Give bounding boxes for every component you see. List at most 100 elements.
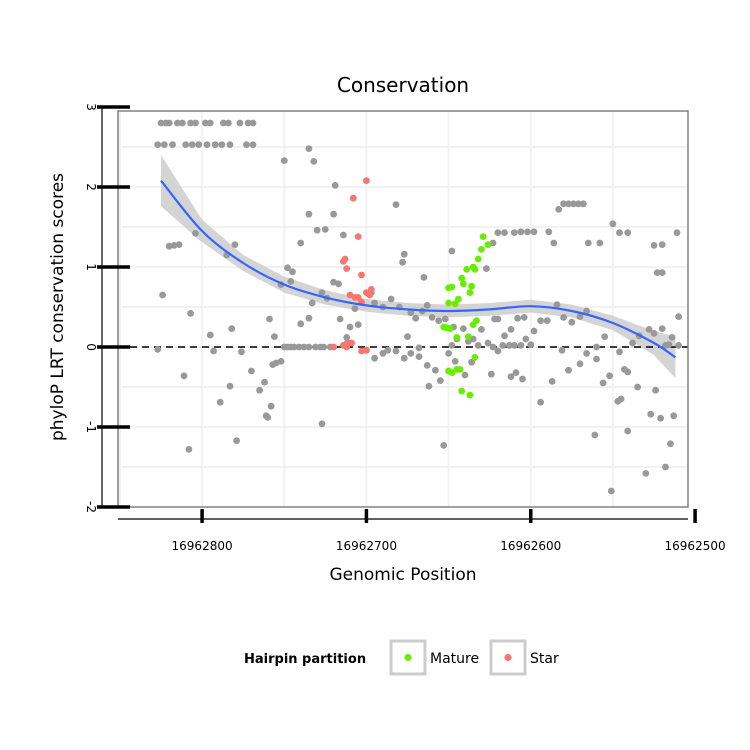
data-point-other — [187, 310, 195, 317]
data-point-other — [642, 470, 650, 477]
data-point-other — [537, 317, 544, 324]
data-point-other — [653, 269, 661, 276]
data-point-other — [264, 414, 272, 421]
data-point-other — [440, 442, 448, 449]
data-point-other — [160, 141, 168, 149]
data-point-other — [216, 398, 224, 406]
data-point-mature — [458, 387, 466, 395]
data-point-other — [310, 158, 318, 165]
data-point-other — [634, 383, 641, 391]
data-point-other — [343, 334, 351, 341]
data-point-mature — [479, 233, 487, 241]
data-point-other — [675, 313, 682, 320]
data-point-other — [407, 309, 415, 316]
data-point-other — [510, 342, 518, 349]
legend-title: Hairpin partition — [244, 652, 366, 667]
data-point-other — [256, 386, 263, 394]
data-point-other — [379, 350, 387, 357]
data-point-mature — [466, 289, 474, 296]
data-point-other — [295, 343, 303, 351]
data-point-other — [507, 373, 515, 380]
data-point-other — [501, 332, 508, 340]
data-point-star — [367, 286, 375, 293]
data-point-other — [400, 354, 408, 362]
data-point-other — [624, 368, 632, 376]
data-point-other — [420, 274, 428, 281]
data-point-other — [233, 437, 241, 444]
data-point-other — [593, 355, 600, 363]
data-point-other — [180, 372, 188, 380]
data-point-other — [249, 119, 257, 127]
data-point-other — [226, 382, 234, 390]
data-point-other — [165, 242, 173, 250]
data-point-other — [512, 369, 520, 376]
data-point-mature — [440, 323, 448, 331]
data-point-other — [460, 325, 467, 332]
x-tick-label: 16962700 — [336, 539, 397, 553]
data-point-other — [478, 326, 485, 333]
data-point-other — [451, 358, 459, 365]
data-point-other — [272, 359, 280, 367]
data-point-other — [629, 339, 636, 347]
data-point-other — [652, 386, 659, 394]
data-point-other — [520, 314, 528, 321]
data-point-other — [494, 229, 502, 237]
data-point-other — [576, 360, 584, 368]
data-point-other — [174, 119, 181, 127]
data-point-other — [624, 229, 632, 237]
data-point-other — [517, 228, 525, 236]
data-point-star — [349, 194, 357, 202]
data-point-other — [266, 315, 273, 323]
ribbon-area — [161, 155, 676, 379]
data-point-mature — [478, 246, 485, 253]
data-point-mature — [460, 280, 467, 288]
data-point-other — [236, 119, 244, 127]
data-point-other — [313, 226, 321, 234]
legend: Hairpin partition Mature Star — [244, 639, 559, 676]
data-point-mature — [464, 333, 472, 340]
data-point-other — [673, 229, 681, 237]
data-point-other — [668, 334, 676, 341]
data-point-other — [468, 358, 475, 366]
data-point-other — [506, 342, 513, 349]
data-point-other — [399, 258, 406, 266]
data-point-other — [558, 346, 566, 354]
data-point-other — [415, 344, 423, 352]
data-point-other — [318, 420, 326, 428]
data-point-other — [187, 119, 195, 127]
data-point-other — [305, 314, 313, 322]
smooth-line-path — [160, 179, 677, 359]
data-point-mature — [468, 282, 475, 290]
data-point-other — [545, 228, 553, 236]
data-point-other — [226, 141, 234, 149]
data-point-other — [607, 487, 615, 495]
data-point-other — [675, 342, 682, 349]
data-point-other — [210, 347, 218, 355]
data-point-other — [175, 241, 183, 249]
data-point-other — [371, 354, 378, 362]
smooth-confidence-ribbon — [161, 155, 676, 379]
data-point-other — [415, 353, 423, 360]
data-point-other — [289, 268, 296, 276]
data-point-other — [423, 362, 431, 369]
data-point-other — [192, 119, 199, 127]
data-point-other — [354, 321, 362, 328]
data-point-other — [346, 323, 354, 331]
data-point-other — [548, 378, 556, 385]
data-point-other — [305, 210, 313, 218]
data-point-mature — [456, 366, 464, 373]
data-point-other — [445, 350, 452, 357]
y-tick-label: 1 — [84, 263, 98, 271]
data-point-mature — [451, 300, 459, 308]
data-point-other — [300, 343, 308, 351]
data-point-other — [312, 343, 319, 351]
data-point-other — [280, 157, 288, 165]
data-points — [154, 119, 682, 495]
data-point-other — [244, 119, 252, 127]
data-point-other — [384, 346, 392, 354]
data-point-other — [487, 370, 495, 378]
data-point-other — [517, 342, 525, 349]
y-tick-label: -1 — [84, 421, 98, 433]
data-point-star — [358, 271, 365, 279]
